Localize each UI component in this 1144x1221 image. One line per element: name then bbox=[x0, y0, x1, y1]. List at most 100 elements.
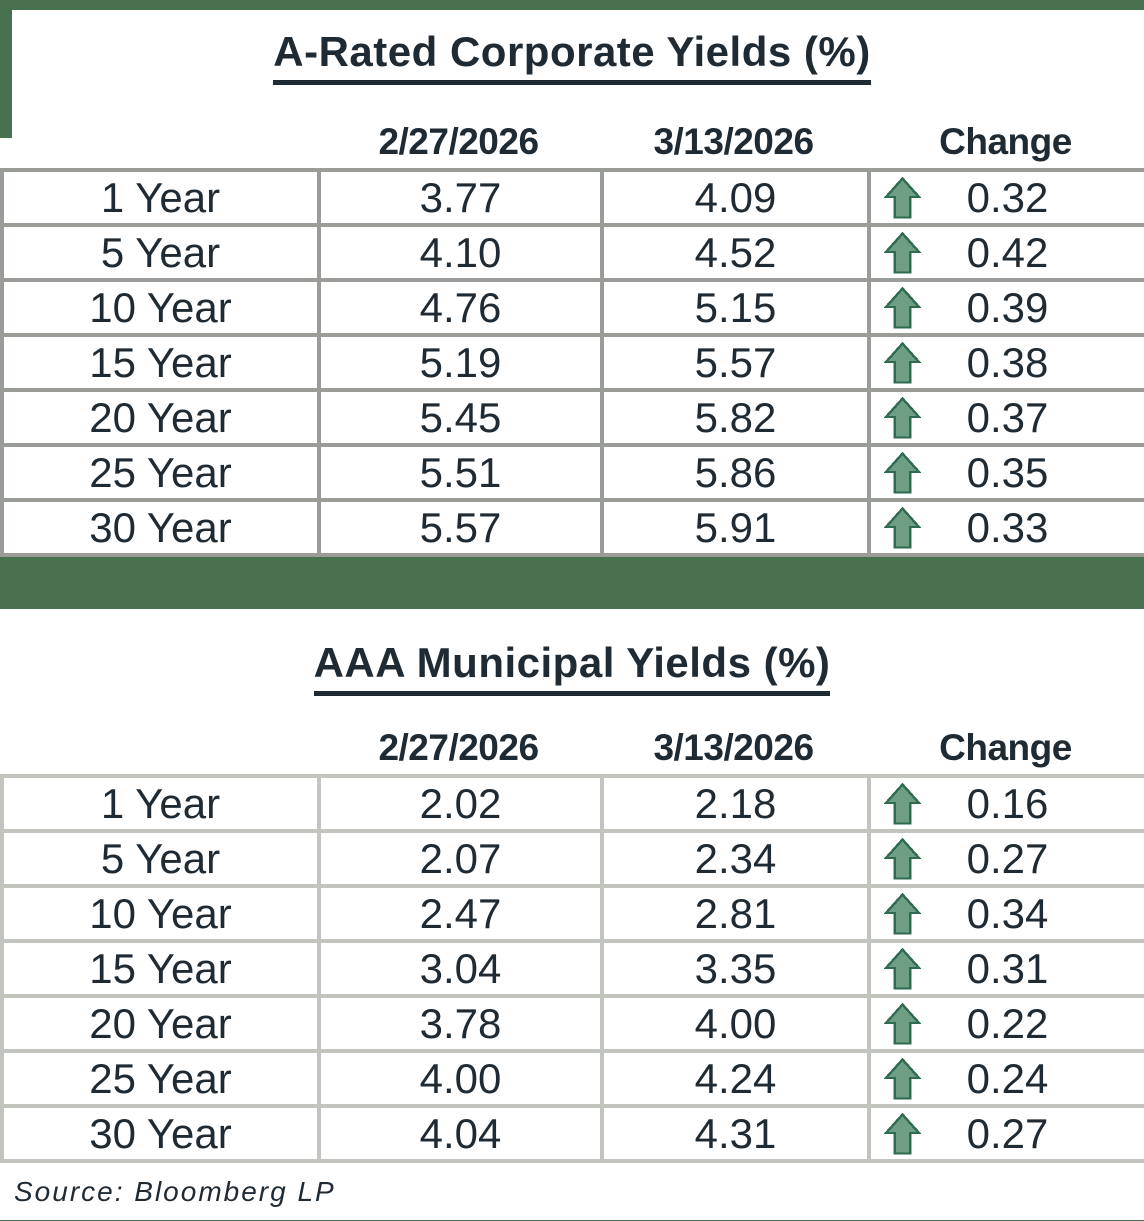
change-value: 0.42 bbox=[966, 228, 1049, 276]
column-header-spacer bbox=[0, 121, 317, 163]
change-cell: 0.27 bbox=[867, 1104, 1144, 1163]
prev-yield: 4.00 bbox=[317, 1049, 604, 1108]
up-arrow-icon bbox=[883, 892, 922, 935]
maturity-label: 20 Year bbox=[0, 994, 321, 1053]
up-arrow-icon bbox=[883, 231, 922, 274]
table-row: 15 Year 3.04 3.35 0.31 bbox=[0, 939, 1144, 998]
municipal-yields-header: AAA Municipal Yields (%) 2/27/2026 3/13/… bbox=[0, 609, 1144, 774]
top-accent-bar bbox=[0, 0, 1144, 10]
prev-yield: 3.04 bbox=[317, 939, 604, 998]
curr-yield: 5.57 bbox=[600, 333, 871, 392]
corporate-yields-header: A-Rated Corporate Yields (%) 2/27/2026 3… bbox=[0, 10, 1144, 168]
table-row: 30 Year 5.57 5.91 0.33 bbox=[0, 498, 1144, 557]
left-accent-bar bbox=[0, 10, 12, 138]
maturity-label: 1 Year bbox=[0, 774, 321, 833]
change-cell: 0.35 bbox=[867, 443, 1144, 502]
maturity-label: 10 Year bbox=[0, 884, 321, 943]
municipal-yields-title: AAA Municipal Yields (%) bbox=[0, 609, 1144, 696]
prev-yield: 3.77 bbox=[317, 168, 604, 227]
curr-yield: 4.31 bbox=[600, 1104, 871, 1163]
prev-yield: 3.78 bbox=[317, 994, 604, 1053]
change-value: 0.33 bbox=[966, 503, 1049, 551]
maturity-label: 25 Year bbox=[0, 1049, 321, 1108]
up-arrow-icon bbox=[883, 1112, 922, 1155]
table-row: 20 Year 5.45 5.82 0.37 bbox=[0, 388, 1144, 447]
table-row: 25 Year 5.51 5.86 0.35 bbox=[0, 443, 1144, 502]
column-header-change: Change bbox=[939, 121, 1072, 162]
curr-yield: 5.86 bbox=[600, 443, 871, 502]
curr-yield: 4.52 bbox=[600, 223, 871, 282]
change-cell: 0.33 bbox=[867, 498, 1144, 557]
prev-yield: 5.19 bbox=[317, 333, 604, 392]
change-value: 0.24 bbox=[966, 1054, 1049, 1102]
change-value: 0.39 bbox=[966, 283, 1049, 331]
maturity-label: 30 Year bbox=[0, 1104, 321, 1163]
up-arrow-icon bbox=[883, 176, 922, 219]
up-arrow-icon bbox=[883, 782, 922, 825]
source-attribution: Source: Bloomberg LP bbox=[0, 1163, 1144, 1220]
change-value: 0.27 bbox=[966, 834, 1049, 882]
change-cell: 0.38 bbox=[867, 333, 1144, 392]
prev-yield: 2.02 bbox=[317, 774, 604, 833]
curr-yield: 5.82 bbox=[600, 388, 871, 447]
column-header-prev-date: 2/27/2026 bbox=[378, 727, 539, 768]
column-header-curr-date: 3/13/2026 bbox=[653, 727, 814, 768]
change-cell: 0.32 bbox=[867, 168, 1144, 227]
prev-yield: 2.47 bbox=[317, 884, 604, 943]
table-row: 5 Year 4.10 4.52 0.42 bbox=[0, 223, 1144, 282]
table-row: 30 Year 4.04 4.31 0.27 bbox=[0, 1104, 1144, 1163]
municipal-column-headers: 2/27/2026 3/13/2026 Change bbox=[0, 727, 1144, 769]
title-text: A-Rated Corporate Yields (%) bbox=[273, 28, 871, 85]
maturity-label: 25 Year bbox=[0, 443, 321, 502]
prev-yield: 4.10 bbox=[317, 223, 604, 282]
curr-yield: 4.00 bbox=[600, 994, 871, 1053]
up-arrow-icon bbox=[883, 396, 922, 439]
curr-yield: 5.91 bbox=[600, 498, 871, 557]
maturity-label: 20 Year bbox=[0, 388, 321, 447]
section-divider-bar bbox=[0, 557, 1144, 609]
change-value: 0.16 bbox=[966, 779, 1049, 827]
change-cell: 0.24 bbox=[867, 1049, 1144, 1108]
maturity-label: 5 Year bbox=[0, 223, 321, 282]
column-header-prev-date: 2/27/2026 bbox=[378, 121, 539, 162]
table-row: 15 Year 5.19 5.57 0.38 bbox=[0, 333, 1144, 392]
change-value: 0.32 bbox=[966, 173, 1049, 221]
change-cell: 0.27 bbox=[867, 829, 1144, 888]
corporate-yields-table: 1 Year 3.77 4.09 0.32 5 Year 4.10 4.52 0… bbox=[0, 168, 1144, 557]
change-cell: 0.42 bbox=[867, 223, 1144, 282]
change-value: 0.37 bbox=[966, 393, 1049, 441]
column-header-curr-date: 3/13/2026 bbox=[653, 121, 814, 162]
corporate-column-headers: 2/27/2026 3/13/2026 Change bbox=[0, 121, 1144, 163]
table-row: 10 Year 4.76 5.15 0.39 bbox=[0, 278, 1144, 337]
municipal-yields-table: 1 Year 2.02 2.18 0.16 5 Year 2.07 2.34 0… bbox=[0, 774, 1144, 1163]
change-value: 0.22 bbox=[966, 999, 1049, 1047]
title-text: AAA Municipal Yields (%) bbox=[313, 639, 831, 696]
change-value: 0.27 bbox=[966, 1109, 1049, 1157]
up-arrow-icon bbox=[883, 1002, 922, 1045]
up-arrow-icon bbox=[883, 506, 922, 549]
change-cell: 0.22 bbox=[867, 994, 1144, 1053]
change-cell: 0.34 bbox=[867, 884, 1144, 943]
maturity-label: 15 Year bbox=[0, 939, 321, 998]
column-header-change: Change bbox=[939, 727, 1072, 768]
up-arrow-icon bbox=[883, 341, 922, 384]
table-row: 1 Year 2.02 2.18 0.16 bbox=[0, 774, 1144, 833]
maturity-label: 10 Year bbox=[0, 278, 321, 337]
table-row: 25 Year 4.00 4.24 0.24 bbox=[0, 1049, 1144, 1108]
up-arrow-icon bbox=[883, 286, 922, 329]
curr-yield: 2.18 bbox=[600, 774, 871, 833]
curr-yield: 2.34 bbox=[600, 829, 871, 888]
source-label: Source: Bloomberg LP bbox=[14, 1175, 336, 1207]
change-cell: 0.31 bbox=[867, 939, 1144, 998]
table-row: 10 Year 2.47 2.81 0.34 bbox=[0, 884, 1144, 943]
curr-yield: 4.24 bbox=[600, 1049, 871, 1108]
prev-yield: 5.45 bbox=[317, 388, 604, 447]
prev-yield: 4.76 bbox=[317, 278, 604, 337]
column-header-spacer bbox=[0, 727, 317, 769]
change-cell: 0.39 bbox=[867, 278, 1144, 337]
table-row: 5 Year 2.07 2.34 0.27 bbox=[0, 829, 1144, 888]
change-value: 0.34 bbox=[966, 889, 1049, 937]
change-cell: 0.37 bbox=[867, 388, 1144, 447]
change-value: 0.31 bbox=[966, 944, 1049, 992]
